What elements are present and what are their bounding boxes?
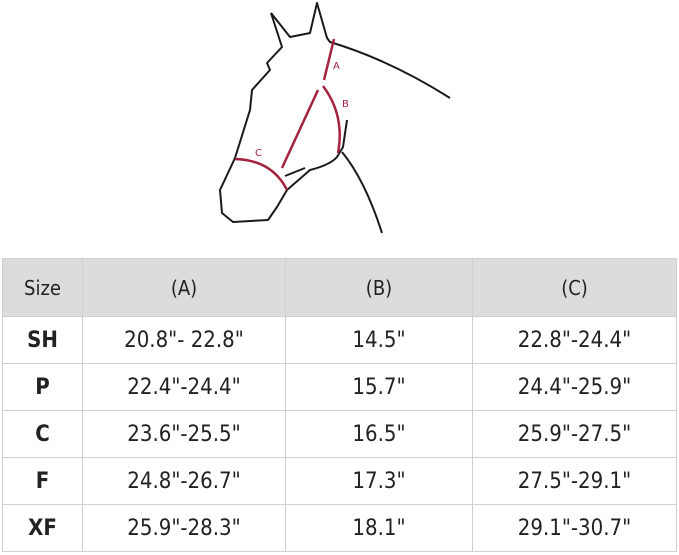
b-cell: 17.3" [285, 457, 473, 505]
label-c: C [255, 148, 262, 159]
size-cell: P [2, 363, 83, 411]
size-chart-table: Size (A) (B) (C) SH 20.8"- 22.8" 14.5" 22.8… [2, 258, 677, 552]
size-cell: F [2, 457, 83, 505]
c-cell: 25.9"-27.5" [472, 410, 677, 458]
c-cell: 27.5"-29.1" [472, 457, 677, 505]
c-cell: 24.4"-25.9" [472, 363, 677, 411]
header-a: (A) [82, 258, 286, 317]
horse-outline [219, 2, 451, 234]
c-cell: 29.1"-30.7" [472, 504, 677, 552]
measurement-lines [234, 38, 341, 191]
horse-head-diagram: A B C [219, 2, 451, 234]
size-cell: XF [2, 504, 83, 552]
b-cell: 15.7" [285, 363, 473, 411]
table-row: SH 20.8"- 22.8" 14.5" 22.8"-24.4" [2, 316, 677, 364]
label-b: B [342, 99, 349, 110]
table-row: XF 25.9"-28.3" 18.1" 29.1"-30.7" [2, 504, 677, 552]
b-cell: 18.1" [285, 504, 473, 552]
a-cell: 24.8"-26.7" [82, 457, 286, 505]
cheek-strap-line [280, 89, 320, 169]
size-cell: C [2, 410, 83, 458]
b-cell: 16.5" [285, 410, 473, 458]
a-cell: 25.9"-28.3" [82, 504, 286, 552]
label-a: A [333, 61, 340, 72]
table-row: P 22.4"-24.4" 15.7" 24.4"-25.9" [2, 363, 677, 411]
size-cell: SH [2, 316, 83, 364]
measure-c-line [234, 157, 289, 191]
header-c: (C) [472, 258, 677, 317]
measure-a-line [322, 38, 336, 81]
a-cell: 22.4"-24.4" [82, 363, 286, 411]
b-cell: 14.5" [285, 316, 473, 364]
header-size: Size [2, 258, 83, 317]
table-row: C 23.6"-25.5" 16.5" 25.9"-27.5" [2, 410, 677, 458]
header-b: (B) [285, 258, 473, 317]
table-row: F 24.8"-26.7" 17.3" 27.5"-29.1" [2, 457, 677, 505]
measure-b-line [322, 85, 341, 154]
a-cell: 23.6"-25.5" [82, 410, 286, 458]
c-cell: 22.8"-24.4" [472, 316, 677, 364]
a-cell: 20.8"- 22.8" [82, 316, 286, 364]
header-row: Size (A) (B) (C) [2, 258, 677, 317]
